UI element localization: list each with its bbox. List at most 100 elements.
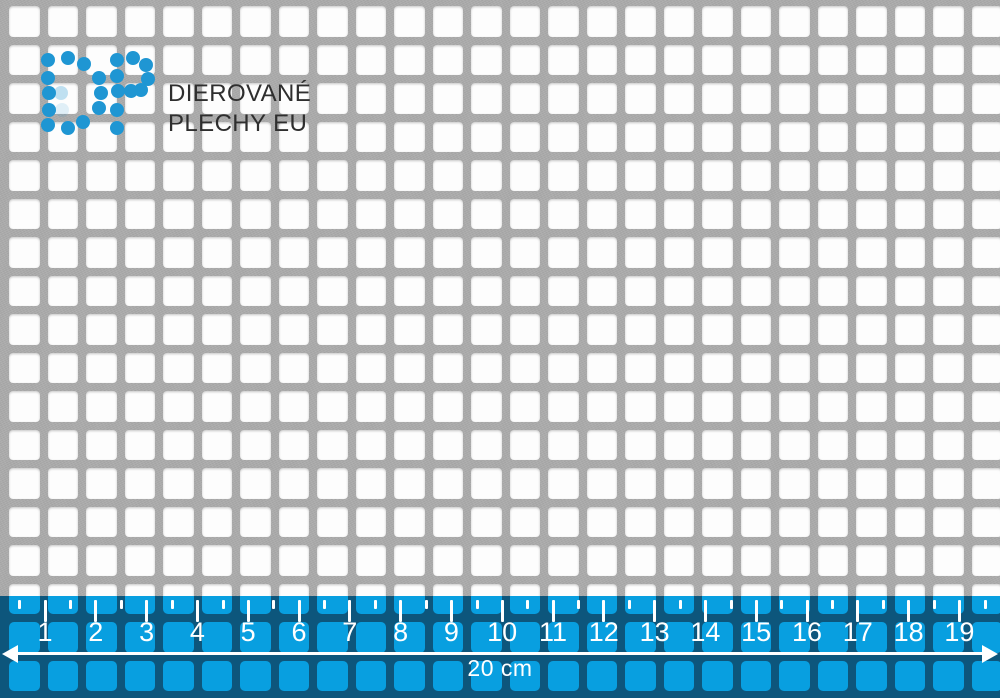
square-hole (779, 83, 810, 114)
ruler-tick-major (94, 600, 98, 622)
square-hole (240, 468, 271, 499)
square-hole (971, 275, 1000, 306)
square-hole (702, 198, 733, 229)
square-hole (163, 44, 194, 75)
square-hole (471, 160, 502, 191)
ruler-tick-minor (577, 600, 581, 609)
square-hole (663, 198, 694, 229)
tinted-square-hole (894, 660, 925, 691)
square-hole (894, 545, 925, 576)
square-hole (817, 160, 848, 191)
square-hole (702, 6, 733, 37)
square-hole (471, 198, 502, 229)
ruler-number: 13 (639, 617, 670, 647)
logo-dot (110, 121, 124, 135)
square-hole (663, 44, 694, 75)
square-hole (933, 83, 964, 114)
tinted-square-hole (278, 596, 309, 614)
square-hole (817, 237, 848, 268)
square-hole (509, 429, 540, 460)
tinted-square-hole (240, 596, 271, 614)
square-hole (894, 352, 925, 383)
square-hole (394, 545, 425, 576)
tinted-square-hole (432, 596, 463, 614)
square-hole (47, 506, 78, 537)
square-hole (894, 198, 925, 229)
square-hole (663, 468, 694, 499)
ruler-tick-major (703, 600, 707, 622)
square-hole (240, 352, 271, 383)
ruler-tick-major (957, 600, 961, 622)
square-hole (471, 545, 502, 576)
square-hole (548, 468, 579, 499)
ruler-tick-major (246, 600, 250, 622)
tinted-square-hole (548, 660, 579, 691)
square-hole (856, 429, 887, 460)
square-hole (394, 83, 425, 114)
square-hole (394, 391, 425, 422)
tinted-square-hole (278, 660, 309, 691)
tinted-square-hole (740, 622, 771, 653)
square-hole (9, 429, 40, 460)
square-hole (586, 506, 617, 537)
square-hole (894, 237, 925, 268)
logo-dot (110, 69, 124, 83)
square-hole (817, 6, 848, 37)
tinted-square-hole (163, 622, 194, 653)
square-hole (394, 314, 425, 345)
square-hole (702, 121, 733, 152)
logo-dot (141, 72, 155, 86)
ruler-tick-minor (678, 600, 682, 609)
tinted-square-hole (47, 596, 78, 614)
square-hole (201, 237, 232, 268)
square-hole (779, 506, 810, 537)
square-hole (163, 545, 194, 576)
square-hole (971, 468, 1000, 499)
square-hole (971, 545, 1000, 576)
square-hole (201, 6, 232, 37)
tinted-square-hole (894, 622, 925, 653)
square-hole (432, 352, 463, 383)
square-hole (86, 6, 117, 37)
square-hole (163, 121, 194, 152)
square-hole (586, 237, 617, 268)
square-hole (663, 83, 694, 114)
square-hole (856, 275, 887, 306)
square-hole (317, 160, 348, 191)
square-hole (509, 83, 540, 114)
square-hole (163, 314, 194, 345)
square-hole (548, 275, 579, 306)
ruler-number: 3 (139, 617, 155, 647)
square-hole (509, 121, 540, 152)
square-hole (471, 6, 502, 37)
ruler-tick-minor (881, 600, 885, 609)
square-hole (509, 160, 540, 191)
tinted-square-hole (86, 622, 117, 653)
tinted-square-hole (663, 660, 694, 691)
square-hole (471, 506, 502, 537)
square-hole (740, 506, 771, 537)
square-hole (240, 121, 271, 152)
ruler-tick-major (653, 600, 657, 622)
square-hole (163, 237, 194, 268)
ruler-tick-major (551, 600, 555, 622)
ruler-tick-minor (119, 600, 123, 609)
square-hole (856, 237, 887, 268)
square-hole (9, 83, 40, 114)
square-hole (86, 506, 117, 537)
logo-dot (92, 101, 106, 115)
square-hole (432, 545, 463, 576)
square-hole (971, 83, 1000, 114)
ruler-number: 16 (791, 617, 823, 647)
square-hole (355, 44, 386, 75)
brand-logo: DIEROVANÉ PLECHY EU (0, 0, 340, 150)
tinted-square-hole (509, 622, 540, 653)
square-hole (124, 314, 155, 345)
square-hole (586, 121, 617, 152)
square-hole (625, 391, 656, 422)
square-hole (856, 545, 887, 576)
tinted-square-hole (163, 596, 194, 614)
square-hole (201, 275, 232, 306)
tinted-square-hole (201, 660, 232, 691)
ruler-number: 11 (538, 617, 568, 647)
